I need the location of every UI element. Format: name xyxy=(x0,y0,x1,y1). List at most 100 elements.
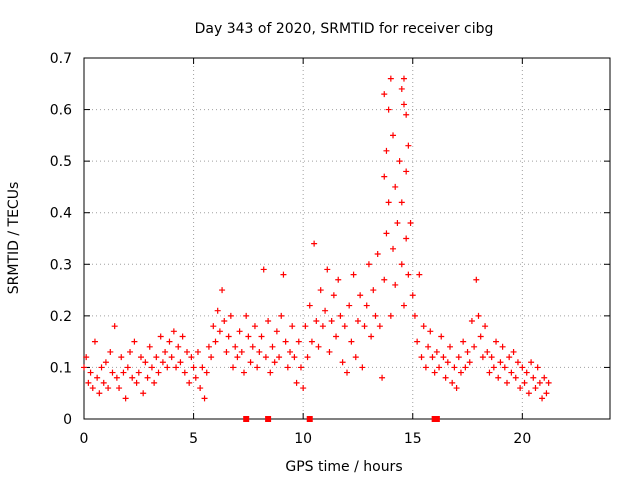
data-point xyxy=(205,343,212,350)
data-point xyxy=(322,307,329,314)
data-point xyxy=(365,261,372,268)
data-point xyxy=(304,354,311,361)
data-point xyxy=(387,75,394,82)
data-point xyxy=(482,323,489,330)
data-point xyxy=(111,323,118,330)
data-point xyxy=(541,374,548,381)
data-point xyxy=(436,364,443,371)
data-point xyxy=(311,240,318,247)
data-point xyxy=(219,287,226,294)
data-point xyxy=(96,390,103,397)
data-point xyxy=(414,338,421,345)
data-point xyxy=(352,354,359,361)
gap-marker xyxy=(265,416,272,422)
data-point xyxy=(313,318,320,325)
data-point xyxy=(223,348,230,355)
data-point xyxy=(197,385,204,392)
data-point xyxy=(102,359,109,366)
gap-marker xyxy=(433,416,440,422)
data-point xyxy=(475,312,482,319)
data-point xyxy=(398,85,405,92)
data-point xyxy=(517,385,524,392)
data-point xyxy=(512,374,519,381)
data-point xyxy=(383,230,390,237)
data-point xyxy=(390,245,397,252)
data-point xyxy=(383,147,390,154)
data-point xyxy=(214,307,221,314)
data-point xyxy=(361,323,368,330)
data-point xyxy=(372,312,379,319)
data-point xyxy=(116,385,123,392)
data-point xyxy=(302,323,309,330)
data-point xyxy=(400,302,407,309)
data-point xyxy=(403,111,410,118)
data-point xyxy=(94,374,101,381)
data-point xyxy=(212,338,219,345)
data-point xyxy=(120,369,127,376)
data-point xyxy=(265,318,272,325)
data-point xyxy=(129,374,136,381)
data-point xyxy=(328,318,335,325)
y-tick-label: 0.4 xyxy=(50,206,72,222)
data-point xyxy=(508,369,515,376)
data-point xyxy=(398,261,405,268)
data-point xyxy=(390,132,397,139)
data-point xyxy=(236,328,243,335)
data-point xyxy=(400,101,407,108)
data-point xyxy=(422,364,429,371)
data-point xyxy=(317,287,324,294)
data-point xyxy=(188,354,195,361)
data-point xyxy=(514,359,521,366)
data-point xyxy=(545,379,552,386)
data-point xyxy=(396,158,403,165)
grid xyxy=(84,57,610,419)
y-tick-label: 0.2 xyxy=(50,309,72,325)
data-point xyxy=(357,292,364,299)
data-point xyxy=(400,75,407,82)
data-point xyxy=(420,323,427,330)
data-point xyxy=(181,369,188,376)
data-point xyxy=(344,369,350,376)
data-point xyxy=(319,323,326,330)
data-point xyxy=(179,333,186,340)
data-point xyxy=(232,343,239,350)
y-tick-label: 0.7 xyxy=(50,51,72,67)
data-point xyxy=(216,328,223,335)
data-point xyxy=(300,385,307,392)
data-point xyxy=(348,338,355,345)
data-point xyxy=(532,385,539,392)
data-point xyxy=(460,338,467,345)
data-point xyxy=(315,343,322,350)
data-point xyxy=(254,364,261,371)
data-point xyxy=(335,276,342,283)
data-point xyxy=(199,364,206,371)
data-point xyxy=(284,364,291,371)
y-tick-label: 0.3 xyxy=(50,257,72,273)
data-point xyxy=(385,199,392,206)
data-point xyxy=(87,369,94,376)
data-point xyxy=(282,338,289,345)
data-point xyxy=(262,354,269,361)
data-point xyxy=(499,343,506,350)
data-point xyxy=(210,323,217,330)
x-tick-label: 5 xyxy=(189,431,198,447)
data-point xyxy=(258,333,265,340)
data-point xyxy=(100,379,107,386)
data-point xyxy=(493,338,500,345)
data-point xyxy=(405,271,412,278)
data-point xyxy=(208,354,215,361)
data-point xyxy=(289,323,296,330)
data-point xyxy=(350,271,357,278)
data-point xyxy=(177,359,184,366)
data-point xyxy=(306,302,313,309)
data-point xyxy=(370,287,377,294)
data-point xyxy=(501,364,508,371)
data-point xyxy=(385,106,392,113)
data-point xyxy=(291,354,298,361)
data-point xyxy=(543,390,550,397)
data-point xyxy=(173,364,180,371)
data-point xyxy=(416,271,423,278)
chart-title: Day 343 of 2020, SRMTID for receiver cib… xyxy=(195,21,494,37)
data-point xyxy=(326,348,333,355)
